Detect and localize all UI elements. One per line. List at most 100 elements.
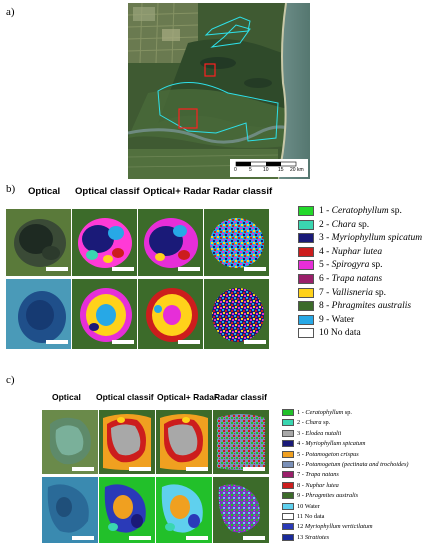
c-legend-swatch	[282, 492, 294, 500]
c-legend-item: 7 - Trapa natans	[282, 471, 339, 479]
b-legend-species: Chara	[331, 219, 356, 230]
b-legend-swatch	[298, 314, 314, 325]
panel-b-label: b)	[6, 183, 16, 195]
scale-tick-5: 5	[249, 167, 252, 173]
b-legend-swatch	[298, 246, 314, 257]
c-legend-swatch	[282, 419, 294, 427]
b-row2-optical-radar	[138, 279, 203, 349]
c-legend-item: 13 Stratiotes	[282, 533, 329, 541]
panel-a-label: a)	[6, 6, 15, 18]
c-legend-species: Ceratophyllum	[305, 409, 344, 416]
b-legend-number: 6	[319, 274, 324, 284]
b-row2-optical-classif	[72, 279, 137, 349]
b-row1-radar-classif	[204, 209, 269, 276]
c-legend-swatch	[282, 502, 294, 510]
c-legend-item: 9 - Phragmites australis	[282, 492, 358, 500]
b-legend-separator: -	[323, 314, 332, 325]
c-legend-species: Chara	[305, 419, 322, 427]
b-col-optical-classif: Optical classif	[75, 186, 140, 197]
c-legend-separator: -	[300, 429, 306, 437]
b-legend-species: Nuphar lutea	[331, 246, 383, 257]
b-col-optical-radar: Optical+ Radar	[143, 186, 211, 197]
b-legend-swatch	[298, 274, 314, 284]
c-row2-optical-classif	[99, 477, 155, 543]
c-legend-item: 4 - Myriophyllum spicatum	[282, 440, 365, 448]
b-legend-suffix: Water	[331, 314, 355, 325]
b-legend-item: 10 No data	[298, 328, 361, 339]
b-legend-separator: -	[323, 260, 332, 271]
c-col-optical-classif: Optical classif	[96, 392, 154, 402]
c-legend-species: Potamogeton crispus	[305, 450, 359, 458]
c-legend-item: 3 - Elodea nutalii	[282, 429, 341, 437]
c-col-radar-classif: Radar classif	[214, 392, 267, 402]
c-legend-number: 6	[297, 461, 301, 468]
c-legend-swatch	[282, 523, 294, 531]
b-legend-item: 1 - Ceratophyllum sp.	[298, 206, 402, 216]
c-legend-separator: -	[300, 450, 306, 458]
b-legend-separator: -	[323, 274, 332, 284]
b-legend-separator: -	[323, 206, 332, 216]
c-legend-swatch	[282, 481, 294, 489]
b-legend-number: 9	[319, 314, 324, 325]
c-legend-suffix: Water	[304, 502, 320, 510]
b-legend-separator: -	[323, 287, 332, 298]
c-legend-separator: -	[300, 419, 306, 427]
b-legend-item: 9 - Water	[298, 314, 355, 325]
c-legend-swatch	[282, 461, 294, 468]
b-legend-item: 4 - Nuphar lutea	[298, 246, 383, 257]
c-legend-suffix: No data	[304, 513, 325, 520]
c-row2-optical-radar	[156, 477, 212, 543]
c-legend-number: 3	[297, 429, 301, 437]
b-legend-item: 2 - Chara sp.	[298, 219, 370, 230]
c-legend-separator: -	[300, 492, 306, 500]
b-row2-radar-classif	[204, 279, 269, 349]
b-legend-swatch	[298, 219, 314, 230]
b-legend-swatch	[298, 206, 314, 216]
c-legend-item: 8 - Nuphar lutea	[282, 481, 339, 489]
c-row2-optical	[42, 477, 98, 543]
c-legend-number: 4	[297, 440, 301, 448]
b-legend-species: Myriophyllum spicatum	[331, 233, 423, 244]
b-legend-swatch	[298, 287, 314, 298]
b-legend-suffix: sp.	[372, 287, 387, 298]
c-col-optical: Optical	[52, 392, 81, 402]
c-legend-item: 11 No data	[282, 513, 324, 520]
b-row1-optical	[6, 209, 71, 276]
c-legend-item: 1 - Ceratophyllum sp.	[282, 409, 352, 416]
c-row2-radar-classif	[213, 477, 269, 543]
c-legend-number: 9	[297, 492, 301, 500]
c-legend-item: 10 Water	[282, 502, 320, 510]
b-legend-item: 7 - Vallisneria sp.	[298, 287, 387, 298]
b-legend-separator: -	[323, 246, 332, 257]
c-legend-number: 13	[297, 533, 304, 541]
b-legend-species: Trapa natans	[331, 274, 383, 284]
legend-c: 1 - Ceratophyllum sp. 2 - Chara sp. 3 - El…	[282, 409, 442, 549]
c-legend-species: Nuphar lutea	[305, 481, 339, 489]
scale-tick-20: 20 km	[290, 167, 304, 173]
b-legend-species: Vallisneria	[331, 287, 373, 298]
c-legend-swatch	[282, 440, 294, 448]
c-legend-species: Potamogetum (pectinata and trochoides)	[305, 461, 409, 468]
b-row1-optical-classif	[72, 209, 137, 276]
c-row1-optical	[42, 410, 98, 474]
b-row1-optical-radar	[138, 209, 203, 276]
c-legend-number: 12	[297, 523, 304, 531]
c-legend-item: 12 Myriophyllum verticilatum	[282, 523, 373, 531]
b-legend-separator: -	[323, 233, 332, 244]
b-legend-swatch	[298, 328, 314, 339]
c-legend-item: 2 - Chara sp.	[282, 419, 330, 427]
c-row1-optical-classif	[99, 410, 155, 474]
b-legend-number: 1	[319, 206, 324, 216]
c-legend-swatch	[282, 450, 294, 458]
panel-c-label: c)	[6, 374, 15, 386]
b-legend-species: Ceratophyllum	[331, 206, 389, 216]
c-legend-swatch	[282, 471, 294, 479]
c-legend-separator: -	[300, 440, 306, 448]
b-legend-suffix: No data	[330, 328, 361, 339]
b-col-optical: Optical	[28, 186, 61, 197]
satellite-map: 0 5 10 15 20 km	[127, 2, 312, 180]
b-legend-swatch	[298, 233, 314, 244]
c-legend-number: 1	[297, 409, 301, 416]
b-legend-suffix: sp.	[355, 219, 370, 230]
b-legend-number: 2	[319, 219, 324, 230]
